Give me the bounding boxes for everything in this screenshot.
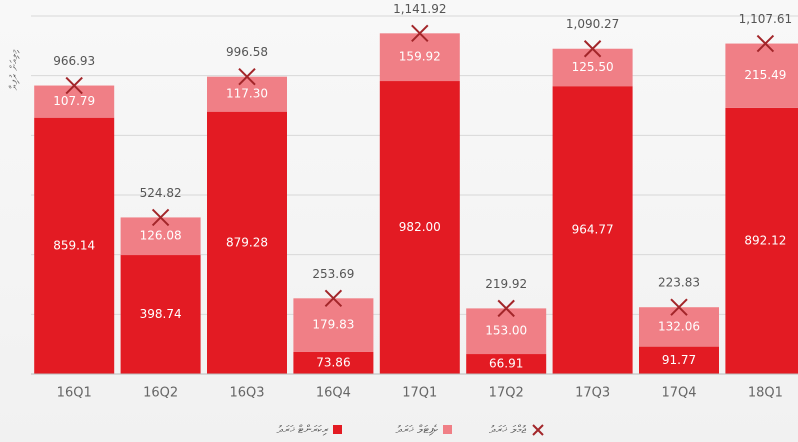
bar-segment — [725, 43, 798, 108]
bar-value-label: 73.86 — [316, 355, 350, 369]
total-marker — [756, 34, 775, 53]
bar-segment — [552, 48, 633, 87]
bar-segment — [639, 307, 719, 347]
total-marker — [670, 298, 688, 316]
total-marker — [583, 40, 602, 58]
legend-label: ކެޕިޓަލް ޚަރަދު — [396, 423, 439, 436]
total-label: 219.92 — [485, 277, 527, 291]
total-marker — [411, 24, 429, 43]
total-marker — [65, 76, 83, 95]
bar-value-label: 859.14 — [53, 238, 95, 252]
legend-swatch — [333, 425, 342, 434]
bar-value-label: 982.00 — [399, 220, 441, 234]
bar-segment — [293, 351, 374, 374]
bar-value-label: 892.12 — [744, 233, 786, 247]
x-tick-label: 18Q1 — [748, 386, 783, 401]
legend-label: ޖުމްލަ ޚަރަދު — [489, 423, 526, 436]
x-tick-label: 17Q2 — [489, 386, 524, 401]
x-tick-label: 16Q3 — [229, 386, 264, 401]
total-marker — [324, 289, 343, 308]
bar-value-label: 398.74 — [140, 307, 182, 321]
bar-segment — [293, 298, 374, 352]
x-tick-label: 17Q4 — [661, 386, 696, 401]
legend-label: ރިކަރަންޓް ޚަރަދު — [277, 423, 329, 436]
x-tick-label: 16Q4 — [316, 386, 351, 401]
bar-segment — [207, 111, 287, 375]
legend-swatch — [443, 425, 452, 434]
x-tick-label: 17Q1 — [402, 386, 437, 401]
total-label: 1,107.61 — [739, 12, 792, 26]
bar-segment — [207, 76, 287, 112]
bar-segment — [552, 86, 633, 375]
bar-value-label: 964.77 — [572, 223, 614, 237]
bar-value-label: 179.83 — [312, 318, 354, 332]
bar-value-label: 125.50 — [572, 60, 614, 74]
bar-segment — [379, 33, 460, 82]
bar-value-label: 126.08 — [140, 229, 182, 243]
total-label: 223.83 — [658, 276, 700, 290]
x-tick-label: 16Q2 — [143, 386, 178, 401]
total-marker — [238, 67, 256, 86]
bar-segment — [34, 117, 115, 374]
bar-segment — [120, 255, 201, 374]
bar-segment — [379, 81, 460, 374]
total-label: 1,090.27 — [566, 17, 619, 31]
total-label: 1,141.92 — [393, 2, 446, 16]
bar-segment — [34, 85, 115, 118]
bar-value-label: 879.28 — [226, 235, 268, 249]
legend-marker-total — [532, 424, 544, 436]
bar-segment — [725, 107, 798, 375]
total-label: 966.93 — [53, 54, 95, 68]
total-marker — [497, 299, 515, 318]
bar-value-label: 117.30 — [226, 87, 268, 101]
x-tick-label: 16Q1 — [57, 386, 92, 401]
bar-value-label: 107.79 — [53, 94, 95, 108]
bar-segment — [466, 354, 547, 374]
bar-value-label: 91.77 — [662, 353, 696, 367]
bar-value-label: 215.49 — [744, 68, 786, 82]
total-marker — [151, 208, 170, 227]
total-label: 253.69 — [312, 267, 354, 281]
bar-value-label: 153.00 — [485, 324, 527, 338]
x-tick-label: 17Q3 — [575, 386, 610, 401]
bar-value-label: 159.92 — [399, 50, 441, 64]
bar-value-label: 66.91 — [489, 357, 523, 371]
total-label: 524.82 — [140, 186, 182, 200]
y-axis-label: މިލިއަން ރުފިޔާ — [9, 49, 20, 91]
total-label: 996.58 — [226, 45, 268, 59]
bar-segment — [639, 346, 719, 374]
bar-value-label: 132.06 — [658, 319, 700, 333]
bar-segment — [120, 217, 201, 256]
bar-segment — [466, 308, 547, 355]
